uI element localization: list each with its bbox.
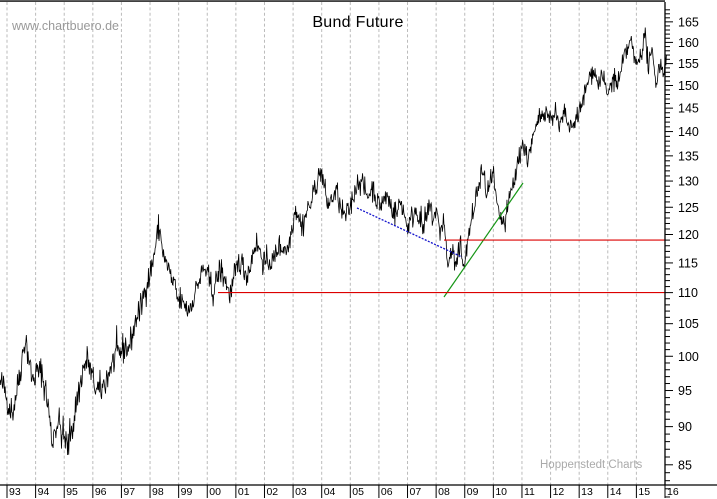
svg-text:93: 93 [9,486,21,498]
svg-text:16: 16 [667,486,679,498]
svg-text:94: 94 [38,486,50,498]
svg-text:97: 97 [123,486,135,498]
svg-text:95: 95 [66,486,78,498]
svg-text:85: 85 [678,458,692,472]
svg-text:140: 140 [678,125,699,139]
svg-text:145: 145 [678,102,699,116]
svg-text:Hoppenstedt Charts: Hoppenstedt Charts [540,459,643,471]
svg-text:100: 100 [678,350,699,364]
svg-text:120: 120 [678,228,699,242]
svg-text:90: 90 [678,420,692,434]
svg-text:04: 04 [324,486,336,498]
svg-text:130: 130 [678,175,699,189]
svg-text:10: 10 [495,486,507,498]
svg-text:14: 14 [610,486,622,498]
svg-text:07: 07 [410,486,422,498]
svg-text:13: 13 [581,486,593,498]
svg-text:Bund Future: Bund Future [312,14,403,31]
svg-text:96: 96 [95,486,107,498]
svg-text:95: 95 [678,384,692,398]
svg-text:160: 160 [678,36,699,50]
svg-text:115: 115 [678,256,698,270]
svg-text:01: 01 [238,486,250,498]
svg-text:150: 150 [678,79,699,93]
svg-text:00: 00 [209,486,221,498]
svg-text:135: 135 [678,149,699,163]
svg-text:06: 06 [381,486,393,498]
svg-text:03: 03 [295,486,307,498]
svg-text:165: 165 [678,15,699,29]
svg-text:99: 99 [181,486,193,498]
svg-text:08: 08 [438,486,450,498]
svg-text:12: 12 [553,486,565,498]
svg-text:11: 11 [524,486,535,498]
svg-text:09: 09 [467,486,479,498]
svg-text:05: 05 [352,486,364,498]
svg-text:105: 105 [678,317,699,331]
svg-text:98: 98 [152,486,164,498]
svg-text:110: 110 [678,286,698,300]
svg-text:15: 15 [638,486,650,498]
svg-text:125: 125 [678,201,699,215]
svg-text:02: 02 [266,486,278,498]
svg-text:155: 155 [678,57,699,71]
svg-text:www.chartbuero.de: www.chartbuero.de [11,19,119,33]
